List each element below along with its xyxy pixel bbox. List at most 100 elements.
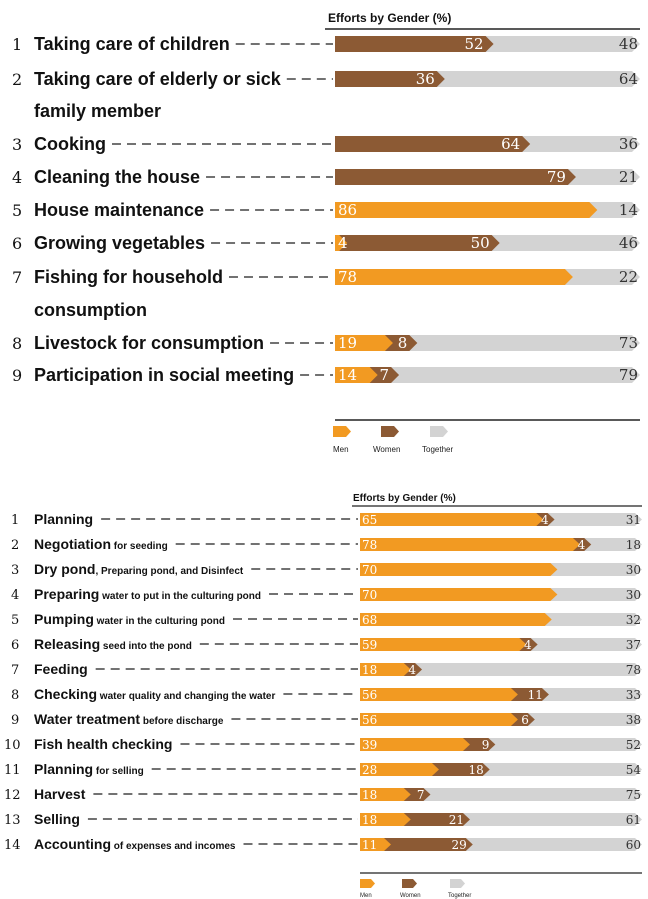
chart2-row-label-main: Water treatment (34, 711, 140, 727)
chart2-value-men: 18 (362, 663, 377, 677)
chart1-row-label: Participation in social meeting (34, 365, 294, 385)
chart1-value-women: 79 (547, 168, 566, 186)
chart1-bar-women (335, 136, 531, 152)
chart2-row-label: Selling (34, 811, 80, 827)
chart1-row-label: Cooking (34, 134, 106, 154)
chart1-value-men: 19 (338, 334, 357, 352)
chart2-value-men: 39 (362, 738, 377, 752)
chart2-bar-women (360, 838, 473, 851)
chart1-row-label: Taking care of children (34, 34, 230, 54)
chart1-title: Efforts by Gender (%) (328, 11, 451, 25)
chart2-row-label-main: Checking (34, 686, 97, 702)
chart2-row-label: Harvest (34, 786, 86, 802)
chart2-value-men: 18 (362, 813, 377, 827)
chart1-value-women: 52 (465, 35, 484, 53)
chart2-row-label-main: Planning (34, 761, 93, 777)
chart2-value-women: 4 (524, 638, 532, 652)
chart2-row-label-main: Selling (34, 811, 80, 827)
chart2-row-label: Pumping water in the culturing pond (34, 611, 225, 627)
chart2-legend-swatch (360, 879, 375, 888)
chart2-value-together: 78 (626, 663, 641, 677)
chart1-bar-women (335, 169, 576, 185)
chart2-row-label: Releasing seed into the pond (34, 636, 192, 652)
chart2-value-men: 56 (362, 713, 377, 727)
chart2-value-together: 30 (626, 588, 641, 602)
chart2-row-number: 7 (11, 663, 19, 678)
chart2-value-together: 33 (626, 688, 641, 702)
chart2-bar-men (360, 638, 527, 651)
chart2-row-label: Accounting of expenses and incomes (34, 836, 236, 852)
chart2-value-men: 59 (362, 638, 377, 652)
chart1-row-number: 2 (12, 70, 22, 89)
chart1-bar-women (335, 36, 494, 52)
chart2-row-label-main: Pumping (34, 611, 94, 627)
chart1-value-together: 48 (619, 35, 638, 53)
chart1-bar-together (335, 367, 640, 383)
chart1-value-together: 64 (619, 70, 638, 88)
chart2-bar-men (360, 513, 544, 526)
chart1-value-men: 14 (338, 366, 357, 384)
chart1-value-women: 7 (380, 366, 390, 384)
chart2-row-label: Fish health checking (34, 736, 172, 752)
chart1-legend-swatch (333, 426, 351, 437)
chart2-value-women: 11 (528, 688, 543, 702)
chart1-value-together: 14 (619, 201, 638, 219)
chart1-value-together: 36 (619, 135, 638, 153)
chart2-row-number: 5 (11, 613, 19, 628)
chart2-bar-men (360, 763, 439, 776)
chart2-row-label: Dry pond, Preparing pond, and Disinfect (34, 561, 244, 577)
chart1-bar-men (335, 367, 378, 383)
chart2-value-men: 70 (362, 563, 377, 577)
chart2-row-number: 6 (11, 638, 19, 653)
chart2-bar-men (360, 613, 552, 626)
chart1-value-together: 22 (619, 268, 638, 286)
chart1-legend-label: Men (333, 445, 349, 454)
chart2-value-women: 7 (417, 788, 425, 802)
chart1-value-men: 78 (338, 268, 357, 286)
chart1-row-number: 5 (12, 201, 22, 220)
chart2-row-number: 3 (11, 563, 19, 578)
chart2-value-women: 21 (449, 813, 464, 827)
chart1-value-together: 79 (619, 366, 638, 384)
chart2-row-label-sub: before discharge (140, 716, 224, 727)
chart2-value-together: 54 (626, 763, 642, 777)
chart2-value-together: 52 (626, 738, 641, 752)
chart2-row-label-main: Preparing (34, 586, 99, 602)
chart1-row-label-cont: family member (34, 101, 161, 121)
chart1-legend-swatch (381, 426, 399, 437)
chart2-value-women: 4 (578, 538, 586, 552)
chart2-row-label-main: Dry pond (34, 561, 95, 577)
chart2-row-label: Feeding (34, 661, 88, 677)
chart2-value-women: 9 (482, 738, 490, 752)
chart1-row-number: 3 (12, 135, 22, 154)
chart2-row-label: Negotiation for seeding (34, 536, 168, 552)
chart2-row-label-sub: water to put in the culturing pond (99, 591, 261, 602)
chart2-value-men: 11 (362, 838, 377, 852)
chart1-row-label-cont: consumption (34, 300, 147, 320)
chart1-legend-label: Women (373, 445, 400, 454)
chart2-row-label: Planning (34, 511, 93, 527)
chart2-bar-men (360, 588, 558, 601)
chart1-row-number: 7 (12, 268, 22, 287)
chart2-value-together: 60 (626, 838, 641, 852)
chart1-row-label: Growing vegetables (34, 233, 205, 253)
chart1-bar-men (335, 269, 573, 285)
chart2-value-women: 4 (541, 513, 549, 527)
chart1-value-together: 21 (619, 168, 638, 186)
chart2-row-number: 4 (11, 588, 19, 603)
chart2-row-label: Checking water quality and changing the … (34, 686, 275, 702)
chart2-row-number: 11 (4, 763, 21, 778)
chart2-value-together: 18 (626, 538, 641, 552)
chart1-row-number: 4 (12, 168, 22, 187)
chart2-bar-men (360, 538, 580, 551)
chart1-value-women: 64 (501, 135, 520, 153)
chart2-bar-men (360, 663, 411, 676)
chart1-bar-men (335, 202, 598, 218)
chart1-row-number: 1 (12, 35, 22, 54)
chart1-bar-men (335, 235, 348, 251)
chart2-row-label-main: Harvest (34, 786, 86, 802)
chart1-bar-women (335, 235, 500, 251)
chart2-row-label: Planning for selling (34, 761, 144, 777)
chart2-legend-swatch (402, 879, 417, 888)
chart1-value-men: 86 (338, 201, 357, 219)
